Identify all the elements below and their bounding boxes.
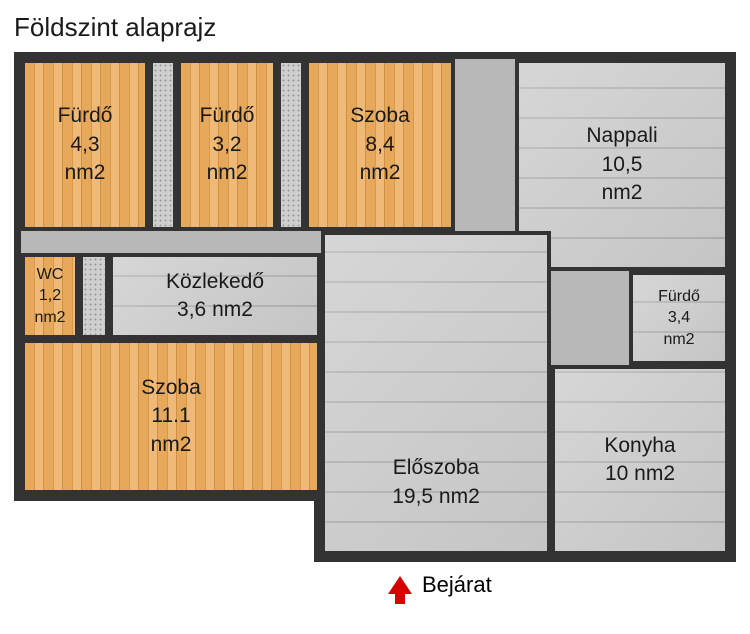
arrow-up-icon [388, 576, 412, 594]
room-label: Fürdő [58, 102, 113, 130]
room-label: Előszoba [393, 454, 479, 482]
floor-plan: Fürdő 4,3 nm2 Fürdő 3,2 nm2 Szoba 8,4 nm… [14, 52, 736, 562]
room-label: Szoba [141, 374, 201, 402]
room-szoba-2: Szoba 11.1 nm2 [21, 339, 321, 494]
room-unit: nm2 [151, 431, 192, 459]
room-area: 4,3 [70, 131, 99, 159]
room-szoba-1: Szoba 8,4 nm2 [305, 59, 455, 231]
room-unit: nm2 [663, 329, 694, 351]
wall-strip-2 [277, 59, 305, 231]
room-label: Közlekedő [166, 268, 264, 296]
room-unit: nm2 [360, 159, 401, 187]
room-furdo-1: Fürdő 4,3 nm2 [21, 59, 149, 231]
room-label: Fürdő [658, 286, 700, 308]
room-area: 8,4 [365, 131, 394, 159]
room-area: 10 nm2 [605, 460, 675, 488]
wall-strip-1 [149, 59, 177, 231]
room-area: 19,5 nm2 [392, 483, 480, 511]
room-area: 3,4 [668, 307, 690, 329]
room-area: 3,2 [212, 131, 241, 159]
room-unit: nm2 [34, 307, 65, 329]
room-konyha: Konyha 10 nm2 [551, 365, 729, 555]
room-label: Szoba [350, 102, 410, 130]
room-area: 3,6 nm2 [177, 296, 253, 324]
wall-strip-3 [79, 253, 109, 339]
room-label: Konyha [604, 432, 675, 460]
page-title: Földszint alaprajz [14, 12, 216, 43]
room-area: 10,5 [602, 151, 643, 179]
room-label: WC [37, 264, 64, 286]
room-unit: nm2 [207, 159, 248, 187]
room-furdo-3: Fürdő 3,4 nm2 [629, 271, 729, 365]
room-area: 1,2 [39, 285, 61, 307]
room-wc: WC 1,2 nm2 [21, 253, 79, 339]
room-area: 11.1 [151, 402, 190, 430]
entrance-label: Bejárat [422, 572, 492, 598]
room-unit: nm2 [65, 159, 106, 187]
room-eloszoba: Előszoba 19,5 nm2 [321, 231, 551, 555]
entrance-marker: Bejárat [388, 572, 492, 598]
room-kozlekedo: Közlekedő 3,6 nm2 [109, 253, 321, 339]
room-label: Nappali [586, 122, 657, 150]
room-furdo-2: Fürdő 3,2 nm2 [177, 59, 277, 231]
room-label: Fürdő [200, 102, 255, 130]
room-unit: nm2 [602, 179, 643, 207]
plan-cutout [14, 494, 321, 562]
